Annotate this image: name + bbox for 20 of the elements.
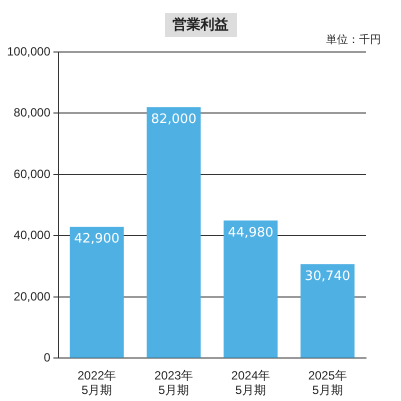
chart-title: 営業利益 (164, 13, 236, 37)
y-tick-label: 80,000 (14, 106, 51, 120)
bar (300, 264, 355, 358)
y-tick-label: 100,000 (6, 44, 51, 58)
data-label: 82,000 (150, 112, 196, 127)
x-tick-label: 2022年 5月期 (77, 368, 116, 398)
y-tick-label: 60,000 (14, 166, 51, 181)
bar (146, 107, 201, 358)
y-tick-label: 20,000 (14, 289, 51, 304)
y-tick-label: 0 (44, 350, 51, 365)
x-tick-label: 2025年 5月期 (308, 368, 347, 398)
x-tick-label: 2024年 5月期 (231, 368, 270, 398)
data-label: 44,980 (228, 225, 274, 240)
y-tick-label: 40,000 (14, 228, 51, 242)
data-label: 30,740 (304, 268, 350, 284)
data-label: 42,900 (74, 232, 120, 247)
bar (224, 220, 278, 358)
bar (70, 226, 124, 358)
x-tick-label: 2023年 5月期 (154, 368, 194, 398)
text: 単位：千円 (326, 32, 381, 47)
